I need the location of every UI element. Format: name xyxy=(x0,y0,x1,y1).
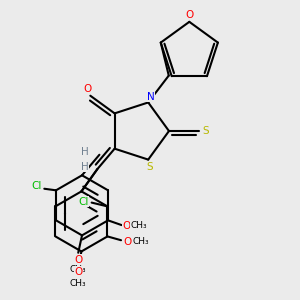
Text: N: N xyxy=(147,92,154,102)
Text: H: H xyxy=(81,147,89,157)
Text: S: S xyxy=(203,126,209,136)
Text: CH₃: CH₃ xyxy=(70,265,86,274)
Text: CH₃: CH₃ xyxy=(132,237,149,246)
Text: S: S xyxy=(146,162,153,172)
Text: O: O xyxy=(122,221,130,231)
Text: CH₃: CH₃ xyxy=(130,221,147,230)
Text: Cl: Cl xyxy=(32,181,42,190)
Text: Cl: Cl xyxy=(79,196,89,207)
Text: O: O xyxy=(84,84,92,94)
Text: O: O xyxy=(124,237,132,247)
Text: O: O xyxy=(74,255,82,265)
Text: O: O xyxy=(74,267,82,277)
Text: O: O xyxy=(185,10,194,20)
Text: CH₃: CH₃ xyxy=(70,279,87,288)
Text: H: H xyxy=(81,162,88,172)
